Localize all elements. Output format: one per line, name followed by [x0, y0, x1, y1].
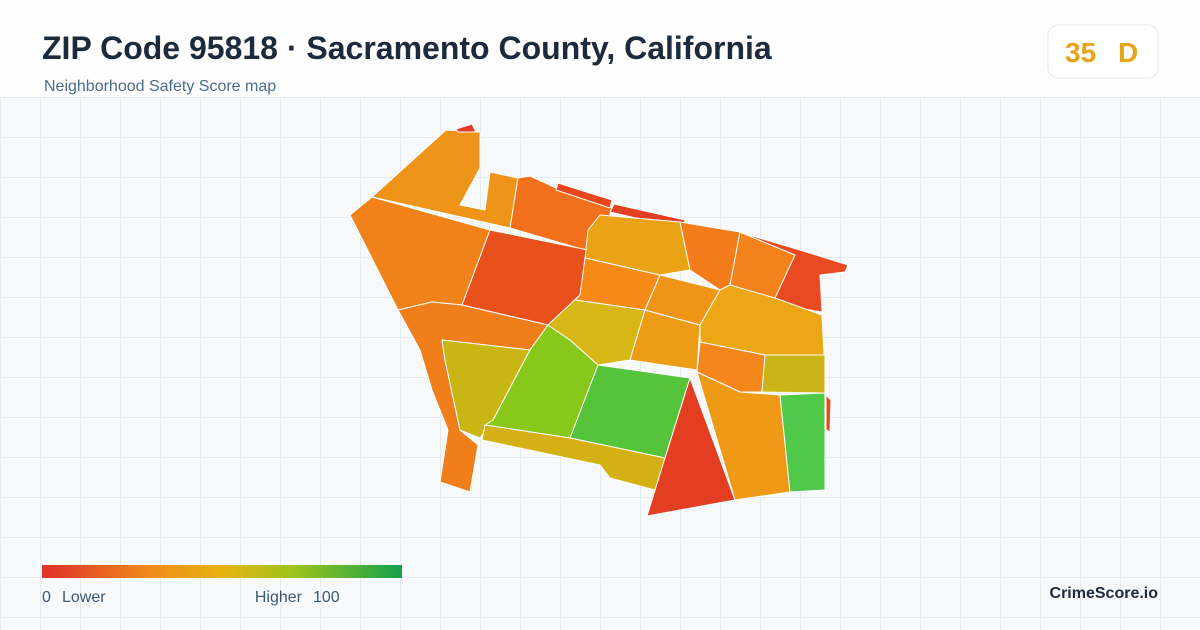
score-grade: D — [1118, 37, 1138, 68]
map-area — [825, 394, 832, 433]
map-area — [779, 392, 826, 493]
legend-min: 0 — [42, 589, 51, 606]
map-area — [481, 424, 666, 491]
map-area — [741, 232, 849, 313]
legend-gradient — [42, 565, 402, 578]
legend-max: 100 — [313, 589, 340, 606]
score-badge — [1047, 24, 1159, 79]
brand: CrimeScore.io — [1050, 585, 1159, 602]
legend-min-label: Lower — [62, 589, 106, 606]
title: ZIP Code 95818 · Sacramento County, Cali… — [42, 30, 772, 66]
header-band — [0, 0, 1200, 97]
map-area — [646, 377, 736, 517]
map-area — [555, 182, 613, 209]
map — [349, 123, 849, 517]
subtitle: Neighborhood Safety Score map — [44, 78, 276, 95]
map-area — [761, 354, 826, 394]
score-value: 35 — [1065, 37, 1096, 68]
legend-max-label: Higher — [255, 589, 303, 606]
map-area — [455, 123, 477, 133]
